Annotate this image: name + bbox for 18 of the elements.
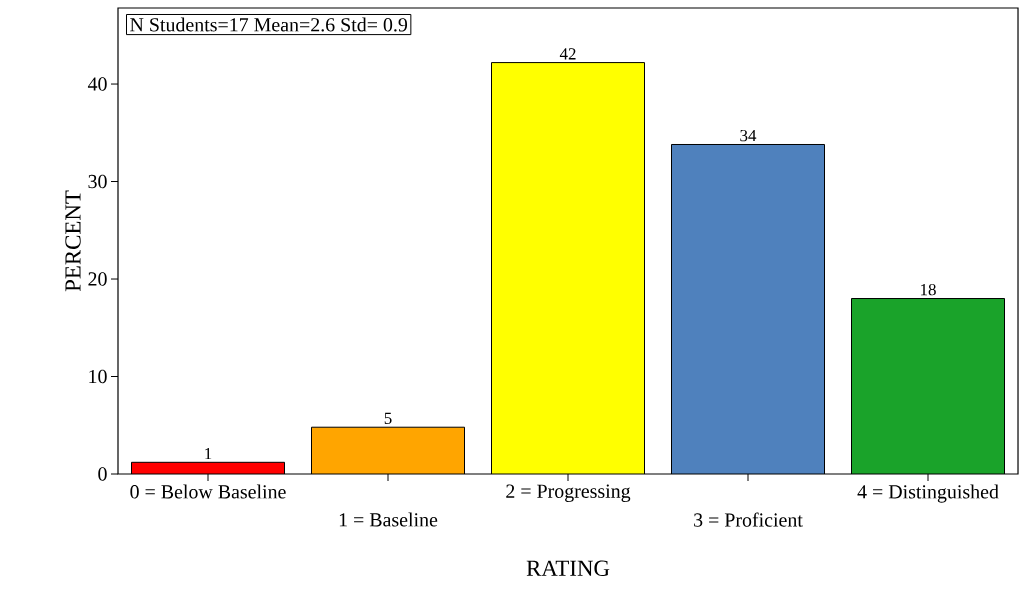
y-tick-label: 10	[89, 369, 107, 384]
data-label: 34	[740, 129, 757, 142]
annotation: N Students=17 Mean=2.6 Std= 0.9	[130, 17, 408, 32]
x-tick-label: 3 = Proficient	[694, 512, 803, 527]
x-tick-label: 2 = Progressing	[506, 484, 631, 503]
x-tick-label: 4 = Distinguished	[857, 484, 999, 503]
y-axis-title: PERCENT	[65, 190, 81, 292]
y-tick-label: 20	[88, 272, 107, 286]
data-label: 42	[559, 48, 576, 60]
data-label: 1	[205, 447, 212, 460]
y-tick-label: 30	[88, 174, 107, 189]
x-axis-title: RATING	[526, 560, 610, 576]
y-tick-label: 0	[98, 467, 107, 481]
x-tick-label: 1 = Baseline	[339, 512, 438, 527]
data-label: 5	[384, 412, 392, 425]
data-label: 18	[921, 283, 936, 296]
y-tick-label: 40	[87, 77, 107, 91]
x-tick-label: 0 = Below Baseline	[130, 484, 286, 499]
